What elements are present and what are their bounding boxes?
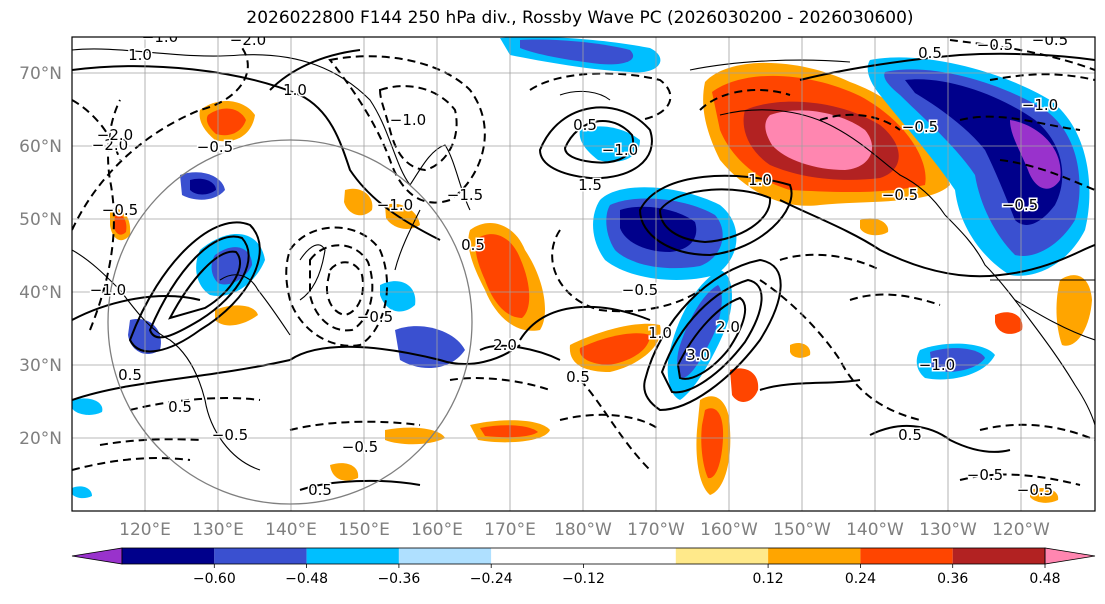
lat-tick-label: 50°N: [19, 210, 62, 230]
contour-label: −0.5: [342, 438, 378, 456]
map-title: 2026022800 F144 250 hPa div., Rossby Wav…: [246, 8, 914, 28]
lon-tick-label: 120°W: [992, 520, 1050, 540]
contour-label: −1.0: [377, 196, 413, 214]
lon-tick-label: 120°E: [119, 520, 171, 540]
coastlines: [72, 48, 1095, 471]
contour-label: 2.0: [493, 336, 517, 354]
contour-label: 1.5: [578, 176, 602, 194]
lat-tick-label: 30°N: [19, 356, 62, 376]
lon-tick-label: 130°E: [192, 520, 244, 540]
contour-label: −1.0: [90, 281, 126, 299]
contour-label: −0.5: [357, 308, 393, 326]
contour-label: −0.5: [977, 36, 1013, 54]
contour-label: −0.5: [902, 118, 938, 136]
colorbar-extend-low: [71, 547, 123, 565]
contour-label: 0.5: [918, 44, 942, 62]
colorbar-segment: [583, 548, 676, 564]
colorbar-segment: [398, 548, 492, 564]
reference-circle: [107, 139, 473, 505]
colorbar-segment: [768, 548, 861, 564]
divergence-shading: [72, 37, 1092, 503]
contour-label: −0.5: [882, 186, 918, 204]
colorbar: −0.60 −0.48 −0.36 −0.24 −0.12 0.12 0.24 0.36 0.4…: [71, 547, 1096, 587]
contour-label: −0.5: [1032, 31, 1068, 49]
contour-label: −2.0: [92, 136, 128, 154]
lat-tick-label: 70°N: [19, 64, 62, 84]
contour-label: −1.0: [390, 111, 426, 129]
colorbar-segment: [860, 548, 953, 564]
contour-label: −0.5: [1002, 196, 1038, 214]
contour-lines: [72, 39, 1095, 491]
contour-label: 0.5: [898, 426, 922, 444]
lon-tick-label: 130°W: [919, 520, 977, 540]
colorbar-tick-label: 0.12: [753, 571, 784, 587]
contour-label: −1.0: [142, 28, 178, 46]
contour-label: 3.0: [686, 346, 710, 364]
contour-label: −1.0: [1022, 96, 1058, 114]
contour-label: −0.5: [622, 281, 658, 299]
lon-tick-label: 180°W: [554, 520, 612, 540]
lat-tick-label: 20°N: [19, 429, 62, 449]
colorbar-tick-label: −0.24: [470, 571, 513, 587]
contour-label: −0.5: [967, 466, 1003, 484]
contour-label: 2.0: [716, 318, 740, 336]
contour-label: 0.5: [168, 398, 192, 416]
contour-label: 1.0: [648, 324, 672, 342]
contour-label: −2.0: [230, 31, 266, 49]
contour-label: −0.5: [197, 138, 233, 156]
contour-label: 0.5: [118, 366, 142, 384]
colorbar-tick-label: 0.24: [845, 571, 876, 587]
colorbar-tick-label: 0.48: [1029, 571, 1060, 587]
colorbar-segment: [952, 548, 1045, 564]
colorbar-segment: [675, 548, 769, 564]
lon-tick-label: 140°W: [846, 520, 904, 540]
contour-labels: −1.0 −2.0 1.0 −0.5 −2.0 −1.0 −1.5 0.5 −1.0 −0.5 −0…: [88, 28, 1069, 501]
lon-tick-label: 170°W: [627, 520, 685, 540]
colorbar-segment: [214, 548, 307, 564]
lon-tick-label: 150°W: [773, 520, 831, 540]
colorbar-tick-label: −0.48: [285, 571, 328, 587]
contour-label: 0.5: [573, 116, 597, 134]
colorbar-tick-label: −0.12: [562, 571, 605, 587]
contour-label: −0.5: [1017, 481, 1053, 499]
colorbar-tick-label: −0.36: [377, 571, 420, 587]
plot-frame: [71, 36, 1096, 512]
lon-tick-label: 150°E: [338, 520, 390, 540]
colorbar-tick-label: −0.60: [193, 571, 236, 587]
colorbar-segment: [122, 548, 215, 564]
contour-label: −1.0: [919, 356, 955, 374]
contour-label: −0.5: [102, 201, 138, 219]
contour-label: −2.0: [97, 126, 133, 144]
longitude-axis: 120°E 130°E 140°E 150°E 160°E 170°E 180°…: [119, 520, 1050, 540]
lat-tick-label: 40°N: [19, 283, 62, 303]
contour-label: −1.5: [447, 186, 483, 204]
contour-label: 1.0: [128, 46, 152, 64]
lon-tick-label: 160°E: [411, 520, 463, 540]
lon-tick-label: 140°E: [265, 520, 317, 540]
contour-label: −1.0: [602, 141, 638, 159]
contour-label: −0.5: [212, 426, 248, 444]
contour-label: 0.5: [566, 368, 590, 386]
lon-tick-label: 160°W: [700, 520, 758, 540]
contour-label: 0.5: [461, 236, 485, 254]
colorbar-extend-high: [1044, 547, 1096, 565]
colorbar-tick-label: 0.36: [937, 571, 968, 587]
contour-label: 1.0: [748, 171, 772, 189]
colorbar-segment: [491, 548, 584, 564]
lon-tick-label: 170°E: [484, 520, 536, 540]
contour-label: 1.0: [283, 81, 307, 99]
latitude-axis: 70°N 60°N 50°N 40°N 30°N 20°N: [19, 64, 62, 449]
colorbar-segment: [306, 548, 399, 564]
contour-label: 0.5: [308, 481, 332, 499]
lat-tick-label: 60°N: [19, 137, 62, 157]
